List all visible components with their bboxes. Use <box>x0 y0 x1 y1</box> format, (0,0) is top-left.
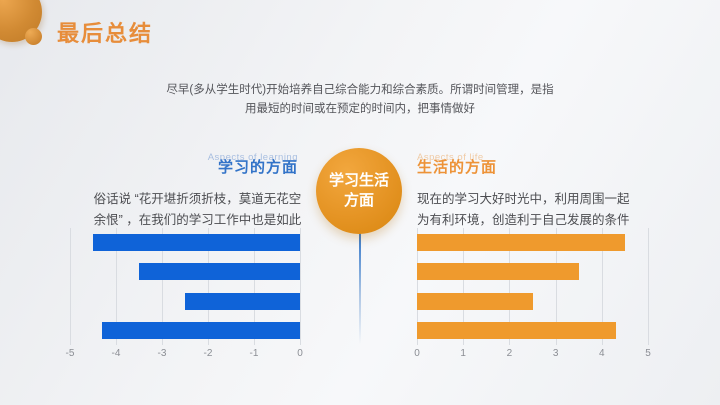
bar <box>417 321 616 339</box>
slide-title: 最后总结 <box>57 21 154 46</box>
bar <box>139 263 300 281</box>
gridline <box>509 228 511 345</box>
axis-tick-label: 2 <box>506 348 513 359</box>
bar <box>185 292 300 310</box>
bubble-line-1: 学习生活 <box>328 172 389 189</box>
intro-paragraph: 尽早(多从学生时代)开始培养自己综合能力和综合素质。所谓时间管理，是指 用最短的… <box>0 81 720 119</box>
axis-tick-label: 5 <box>645 348 651 359</box>
life-chart-axis: 0 1 2 3 4 5 <box>414 348 651 362</box>
gridline <box>417 228 418 345</box>
decoration-circle-small <box>25 28 42 45</box>
gridline <box>208 228 209 345</box>
gridline <box>648 228 649 345</box>
gridline <box>254 228 255 345</box>
life-body-line-1: 现在的学习大好时光中，利用周围一起 <box>417 192 630 206</box>
intro-line-2: 用最短的时间或在预定的时间内，把事情做好 <box>245 103 475 115</box>
gridline <box>162 228 163 345</box>
life-chart-plot-area <box>417 228 649 345</box>
gridline <box>601 228 603 345</box>
axis-tick-label: -2 <box>203 348 213 359</box>
learning-chart-plot-area <box>70 228 301 345</box>
gridline <box>300 228 301 345</box>
bar <box>417 292 533 310</box>
life-section-header: Aspects of life 生活的方面 <box>417 152 652 177</box>
gridline <box>116 228 117 345</box>
axis-tick-label: 0 <box>297 348 303 359</box>
gridline <box>555 228 557 345</box>
life-subtitle-en: Aspects of life <box>417 152 484 163</box>
center-topic-bubble: 学习生活 方面 <box>316 148 402 234</box>
life-section-title: 生活的方面 <box>417 159 498 176</box>
learning-body-line-1: 俗话说 “花开堪折须折枝，莫道无花空 <box>93 192 302 206</box>
learning-chart-axis: -5 -4 -3 -2 -1 0 <box>66 348 303 362</box>
intro-line-1: 尽早(多从学生时代)开始培养自己综合能力和综合素质。所谓时间管理，是指 <box>166 84 554 96</box>
life-body-line-2: 为有利环境，创造利于自己发展的条件 <box>417 213 630 227</box>
axis-tick-label: 0 <box>414 348 420 359</box>
bar <box>417 263 579 281</box>
axis-tick-label: 3 <box>552 348 559 359</box>
bubble-line-2: 方面 <box>343 192 374 209</box>
learning-bar-chart: -5 -4 -3 -2 -1 0 <box>66 228 303 362</box>
bar <box>102 321 300 339</box>
axis-tick-label: -4 <box>111 348 121 359</box>
gridline <box>463 228 465 345</box>
learning-section-header: Aspects of learning 学习的方面 <box>85 152 310 177</box>
axis-tick-label: -3 <box>157 348 167 359</box>
bar <box>93 234 300 252</box>
axis-tick-label: 1 <box>460 348 466 359</box>
center-connector-line <box>359 232 361 344</box>
learning-subtitle-en: Aspects of learning <box>207 152 298 163</box>
learning-body-line-2: 余恨” ，在我们的学习工作中也是如此 <box>93 213 302 227</box>
bar <box>417 234 625 252</box>
axis-tick-label: -5 <box>65 348 75 359</box>
learning-body-text: 俗话说 “花开堪折须折枝，莫道无花空 余恨” ，在我们的学习工作中也是如此 <box>80 189 315 231</box>
learning-section-title: 学习的方面 <box>217 159 298 176</box>
life-bar-chart: 0 1 2 3 4 5 <box>414 228 651 362</box>
axis-tick-label: 4 <box>599 348 605 359</box>
life-body-text: 现在的学习大好时光中，利用周围一起 为有利环境，创造利于自己发展的条件 <box>417 189 657 231</box>
gridline <box>70 228 71 345</box>
axis-tick-label: -1 <box>249 348 259 359</box>
